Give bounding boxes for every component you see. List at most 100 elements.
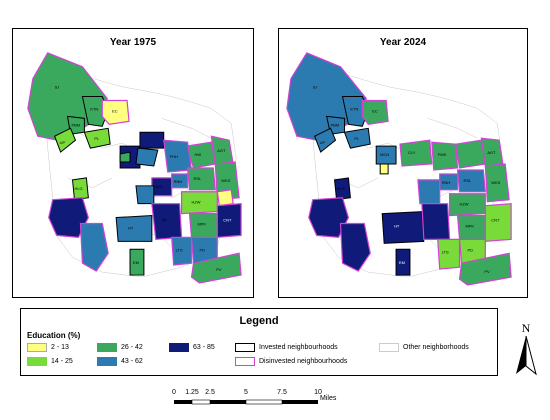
region-mcn (375, 145, 397, 165)
region-n3 (135, 147, 159, 167)
region-sp (421, 203, 451, 240)
swatch-26-42 (97, 343, 117, 352)
lbl-agt: AGT (487, 150, 496, 155)
lbl-hw: HW (194, 152, 201, 157)
region-rsl (186, 167, 216, 191)
region-mid (135, 185, 155, 205)
lbl-wks: WKS (221, 178, 230, 183)
lbl-ec: EC (372, 108, 378, 113)
lbl-agt: AGT (217, 148, 226, 153)
legend-label: 43 - 62 (121, 358, 143, 365)
lbl-lts: LTS (176, 247, 183, 252)
scale-tick-3: 5 (244, 389, 248, 396)
region-west-1 (334, 177, 351, 201)
region-fwk (431, 141, 459, 171)
region-pl (343, 127, 371, 149)
legend-label: 14 - 25 (51, 358, 73, 365)
lbl-cnt: CNT (223, 218, 232, 223)
scale-unit: Miles (320, 395, 337, 402)
lbl-pv: PV (484, 269, 490, 274)
swatch-disinvested (235, 357, 255, 366)
scale-tick-1: 1.25 (185, 389, 199, 396)
scale-tick-0: 0 (172, 389, 176, 396)
lbl-pl: PL (94, 136, 100, 141)
legend-label: Invested neighbourhoods (259, 344, 338, 351)
region-small-1 (119, 151, 131, 163)
lbl-hzw: HZW (460, 202, 469, 207)
lbl-em: EM (399, 260, 405, 265)
region-cnt (484, 203, 512, 243)
lbl-ktn: KTN (350, 106, 358, 111)
lbl-hzw: HZW (192, 200, 201, 205)
lbl-ht: HT (128, 225, 134, 230)
north-label: N (522, 321, 531, 335)
swatch-43-62 (97, 357, 117, 366)
map-panel-2024: SJ KTN PBM EC UP PL CLY MCN HLG FWK AGT … (278, 28, 528, 298)
region-west-3 (79, 222, 109, 272)
map-title-1975: Year 1975 (109, 37, 157, 48)
lbl-rnh: RNH (442, 180, 451, 185)
lbl-rsl: RSL (193, 176, 201, 181)
scale-bar: 0 1.25 2.5 5 7.5 10 Miles (160, 389, 390, 415)
region-small-y (379, 163, 389, 175)
lbl-hud: HUD (154, 184, 163, 189)
lbl-sj: SJ (55, 85, 60, 90)
legend-label: 2 - 13 (51, 344, 69, 351)
region-up (314, 127, 337, 153)
region-lts (171, 236, 193, 266)
lbl-sj: SJ (313, 85, 318, 90)
legend-item-2-13: 2 - 13 (27, 343, 69, 352)
legend-item-other: Other neighborhoods (379, 343, 469, 352)
lbl-wks: WKS (491, 180, 500, 185)
legend-label: 63 - 85 (193, 344, 215, 351)
map-2024-canvas: SJ KTN PBM EC UP PL CLY MCN HLG FWK AGT … (286, 52, 512, 286)
lbl-hlg: HLG (74, 186, 82, 191)
lbl-rnh: RNH (174, 179, 183, 184)
lbl-ht: HT (394, 223, 400, 228)
region-cnt (216, 189, 234, 207)
lbl-ec: EC (112, 108, 118, 113)
lbl-pd: PD (199, 247, 205, 252)
legend-item-43-62: 43 - 62 (97, 357, 143, 366)
legend-item-disinvested: Disinvested neighbourhoods (235, 357, 347, 366)
lbl-pd: PD (467, 247, 473, 252)
map-title-2024: Year 2024 (379, 37, 427, 48)
lbl-cnt: CNT (491, 218, 500, 223)
legend-label: 26 - 42 (121, 344, 143, 351)
lbl-pbm: PBM (331, 122, 340, 127)
region-west-1 (71, 177, 89, 201)
legend-title: Legend (239, 315, 279, 327)
lbl-pbm: PBM (72, 122, 81, 127)
region-em (129, 248, 145, 276)
north-arrow-icon: N (516, 321, 537, 376)
lbl-pv: PV (216, 267, 222, 272)
region-ec (101, 99, 130, 125)
lbl-up: UP (60, 140, 66, 145)
legend-item-14-25: 14 - 25 (27, 357, 73, 366)
scale-tick-2: 2.5 (205, 389, 215, 396)
region-ht (381, 211, 425, 244)
lbl-em: EM (133, 260, 139, 265)
region-n2 (139, 131, 165, 149)
legend: Legend Education (%) 2 - 13 14 - 25 26 -… (20, 308, 498, 376)
scale-tick-4: 7.5 (277, 389, 287, 396)
lbl-mpk: MPK (197, 221, 206, 226)
legend-item-26-42: 26 - 42 (97, 343, 143, 352)
swatch-14-25 (27, 357, 47, 366)
legend-subtitle: Education (%) (27, 331, 81, 340)
region-up (54, 127, 77, 153)
swatch-other (379, 343, 399, 352)
lbl-mpk: MPK (465, 223, 474, 228)
legend-label: Disinvested neighbourhoods (259, 358, 348, 365)
lbl-pl: PL (354, 136, 360, 141)
region-ec (361, 99, 389, 125)
lbl-fwk: FWK (438, 152, 447, 157)
legend-item-invested: Invested neighbourhoods (235, 343, 338, 352)
map-1975-labels: SJ KTN PBM EC UP PL HLG FHH HUD HW HZW A… (55, 85, 232, 272)
region-rsl (456, 169, 486, 193)
lbl-ktn: KTN (90, 106, 98, 111)
region-wks (484, 163, 510, 203)
scale-bar-graphic (174, 399, 318, 405)
region-pv (458, 252, 512, 286)
region-west-2 (308, 197, 350, 239)
